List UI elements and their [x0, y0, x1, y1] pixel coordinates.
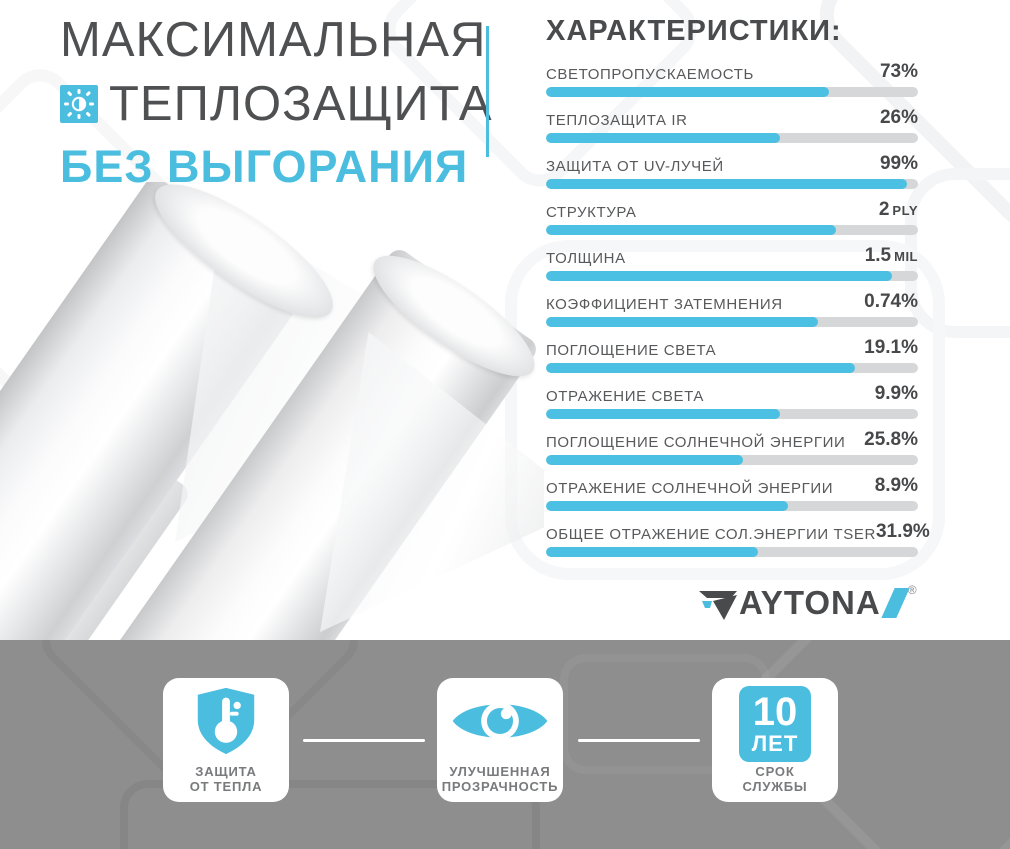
badge-card-heat-protection: ЗАЩИТА ОТ ТЕПЛА [163, 678, 289, 802]
spec-bar-track [546, 455, 918, 465]
spec-row: СТРУКТУРА 2 PLY [546, 199, 918, 235]
spec-label: ТОЛЩИНА [546, 250, 626, 267]
badge-connector [303, 739, 425, 742]
spec-value: 2 PLY [878, 199, 918, 220]
spec-bar-track [546, 271, 918, 281]
spec-row: КОЭФФИЦИЕНТ ЗАТЕМНЕНИЯ 0.74% [546, 291, 918, 327]
spec-label: КОЭФФИЦИЕНТ ЗАТЕМНЕНИЯ [546, 296, 783, 313]
badge-card-lifetime: 10 ЛЕТ СРОК СЛУЖБЫ [712, 678, 838, 802]
badge-label: СРОК СЛУЖБЫ [742, 764, 808, 794]
headline-line3: БЕЗ ВЫГОРАНИЯ [60, 141, 469, 192]
spec-bar-track [546, 547, 918, 557]
spec-bar-track [546, 133, 918, 143]
spec-bar-fill [546, 501, 788, 511]
badge-label: УЛУЧШЕННАЯ ПРОЗРАЧНОСТЬ [441, 764, 559, 794]
spec-value: 99% [879, 153, 918, 174]
ten-years-icon: 10 ЛЕТ [739, 678, 811, 764]
spec-row: ЗАЩИТА ОТ UV-ЛУЧЕЙ 99% [546, 153, 918, 189]
spec-row: СВЕТОПРОПУСКАЕМОСТЬ 73% [546, 61, 918, 97]
spec-bar-track [546, 409, 918, 419]
spec-row: ОБЩЕЕ ОТРАЖЕНИЕ СОЛ.ЭНЕРГИИ TSER 31.9% [546, 521, 930, 557]
ten-years-badge: 10 ЛЕТ [739, 686, 811, 762]
spec-bar-fill [546, 225, 837, 235]
shield-thermometer-icon [194, 678, 258, 764]
specs-panel: ХАРАКТЕРИСТИКИ: СВЕТОПРОПУСКАЕМОСТЬ 73% … [546, 14, 930, 568]
spec-bar-track [546, 363, 918, 373]
registered-mark: ® [907, 583, 917, 597]
headline-divider [486, 26, 489, 157]
spec-bar-fill [546, 409, 781, 419]
spec-value: 31.9% [875, 521, 930, 542]
spec-row: ТЕПЛОЗАЩИТА IR 26% [546, 107, 918, 143]
spec-bar-fill [546, 179, 907, 189]
spec-bar-fill [546, 547, 759, 557]
spec-value: 73% [879, 61, 918, 82]
spec-bar-fill [546, 317, 818, 327]
spec-bar-fill [546, 363, 855, 373]
spec-label: ОТРАЖЕНИЕ СВЕТА [546, 388, 704, 405]
spec-bar-track [546, 501, 918, 511]
spec-value: 8.9% [874, 475, 918, 496]
spec-bar-track [546, 179, 918, 189]
badge-connector [578, 739, 700, 742]
badge-card-clarity: УЛУЧШЕННАЯ ПРОЗРАЧНОСТЬ [437, 678, 563, 802]
sun-brightness-icon [60, 85, 98, 123]
spec-value: 0.74% [864, 291, 918, 312]
spec-row: ПОГЛОЩЕНИЕ СВЕТА 19.1% [546, 337, 918, 373]
spec-bar-fill [546, 455, 744, 465]
spec-value: 1.5 MIL [864, 245, 918, 266]
logo-d-icon [699, 591, 737, 620]
headline-line1: МАКСИМАЛЬНАЯ [60, 13, 487, 67]
spec-label: ЗАЩИТА ОТ UV-ЛУЧЕЙ [546, 158, 724, 175]
spec-label: ОТРАЖЕНИЕ СОЛНЕЧНОЙ ЭНЕРГИИ [546, 480, 834, 497]
badge-label: ЗАЩИТА ОТ ТЕПЛА [189, 764, 263, 794]
spec-row: ТОЛЩИНА 1.5 MIL [546, 245, 918, 281]
logo-text: AYTONA [739, 584, 881, 621]
background-pattern [905, 168, 1010, 338]
spec-row: ОТРАЖЕНИЕ СОЛНЕЧНОЙ ЭНЕРГИИ 8.9% [546, 475, 918, 511]
headline-block: МАКСИМАЛЬНАЯ [60, 14, 493, 191]
spec-bar-track [546, 225, 918, 235]
spec-label: ПОГЛОЩЕНИЕ СВЕТА [546, 342, 717, 359]
spec-row: ПОГЛОЩЕНИЕ СОЛНЕЧНОЙ ЭНЕРГИИ 25.8% [546, 429, 918, 465]
spec-label: ПОГЛОЩЕНИЕ СОЛНЕЧНОЙ ЭНЕРГИИ [546, 434, 846, 451]
years-label: ЛЕТ [751, 731, 799, 756]
spec-bar-track [546, 317, 918, 327]
spec-bar-fill [546, 87, 829, 97]
spec-label: ТЕПЛОЗАЩИТА IR [546, 112, 688, 129]
spec-value: 25.8% [864, 429, 918, 450]
spec-bar-track [546, 87, 918, 97]
logo-slash-icon [881, 588, 910, 618]
spec-value: 9.9% [874, 383, 918, 404]
spec-row: ОТРАЖЕНИЕ СВЕТА 9.9% [546, 383, 918, 419]
spec-value: 19.1% [864, 337, 918, 358]
spec-bar-fill [546, 271, 892, 281]
eye-icon [451, 678, 549, 764]
spec-label: ОБЩЕЕ ОТРАЖЕНИЕ СОЛ.ЭНЕРГИИ TSER [546, 526, 876, 543]
years-number: 10 [752, 690, 798, 734]
spec-bar-fill [546, 133, 781, 143]
film-roll-image [0, 182, 544, 640]
bottom-band: ЗАЩИТА ОТ ТЕПЛА УЛУЧШЕННАЯ ПРОЗРАЧНОСТЬ [0, 640, 1010, 849]
spec-label: СВЕТОПРОПУСКАЕМОСТЬ [546, 66, 754, 83]
specs-title: ХАРАКТЕРИСТИКИ: [546, 15, 842, 47]
spec-label: СТРУКТУРА [546, 204, 637, 221]
spec-value: 26% [879, 107, 918, 128]
headline-line2: ТЕПЛОЗАЩИТА [109, 77, 493, 131]
daytona-logo: AYTONA ® [698, 583, 917, 623]
